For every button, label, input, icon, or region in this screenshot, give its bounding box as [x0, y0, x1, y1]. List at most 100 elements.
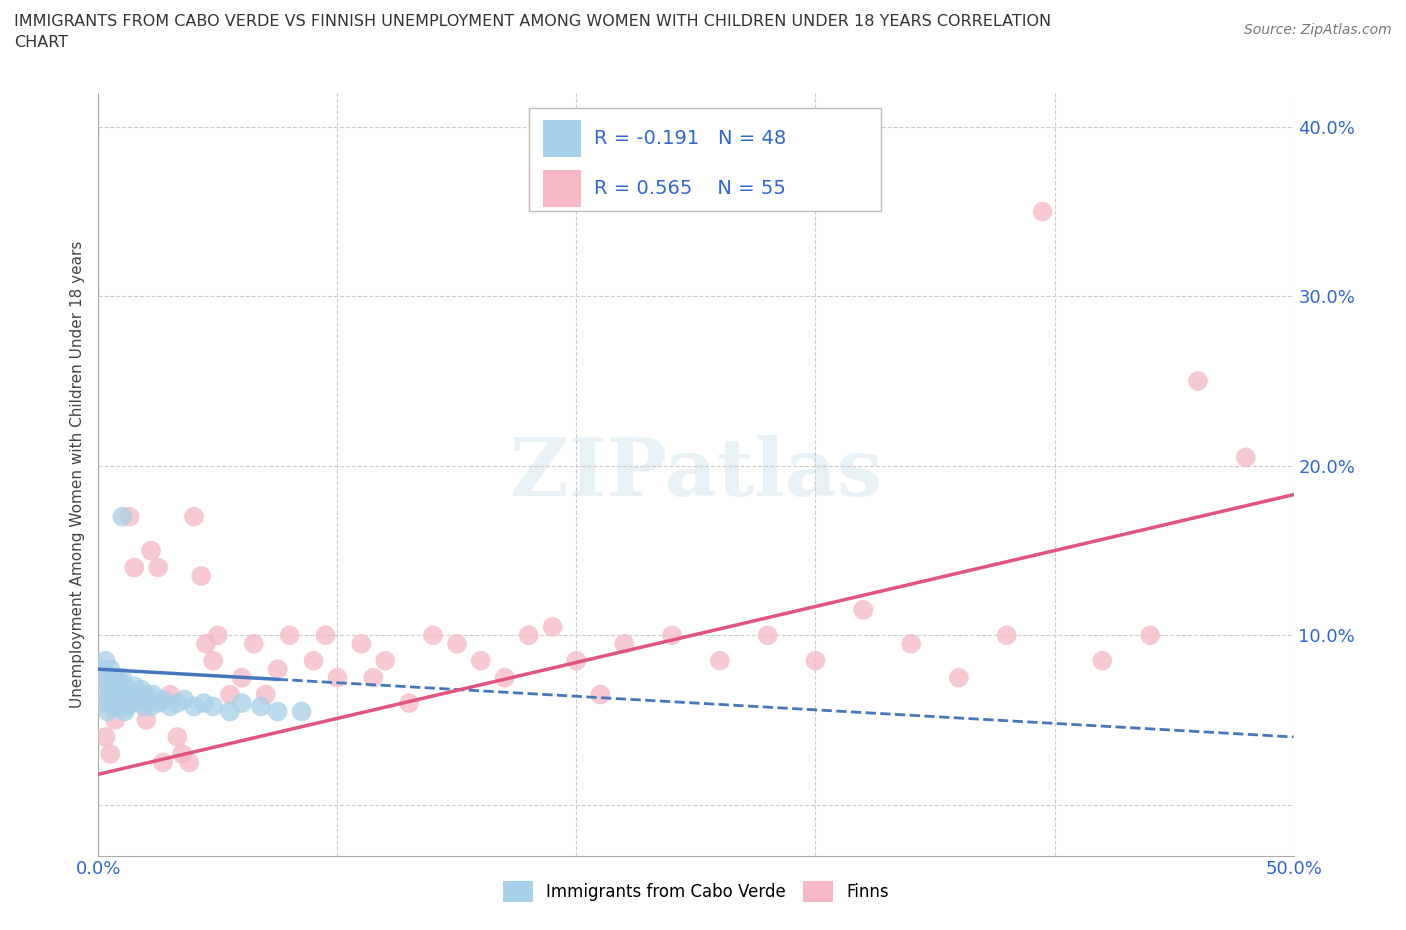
- Point: [589, 687, 612, 702]
- Point: [398, 696, 420, 711]
- Point: [374, 653, 396, 668]
- Point: [219, 687, 242, 702]
- Point: [852, 603, 875, 618]
- Bar: [543, 170, 581, 206]
- Point: [278, 628, 301, 643]
- Point: [195, 636, 218, 651]
- Y-axis label: Unemployment Among Women with Children Under 18 years: Unemployment Among Women with Children U…: [69, 241, 84, 708]
- Point: [107, 682, 129, 697]
- Point: [207, 628, 229, 643]
- Point: [541, 619, 564, 634]
- Point: [98, 662, 122, 677]
- Point: [152, 692, 174, 707]
- Point: [202, 653, 225, 668]
- Point: [1091, 653, 1114, 668]
- Point: [709, 653, 731, 668]
- Point: [494, 671, 516, 685]
- Point: [363, 671, 385, 685]
- Point: [302, 653, 325, 668]
- Point: [91, 687, 114, 702]
- Point: [243, 636, 266, 651]
- Point: [118, 510, 141, 525]
- Point: [90, 662, 112, 677]
- Point: [115, 699, 138, 714]
- Point: [108, 692, 131, 707]
- Point: [190, 568, 212, 583]
- Point: [202, 699, 225, 714]
- Point: [132, 699, 155, 714]
- FancyBboxPatch shape: [529, 108, 882, 211]
- Point: [159, 687, 181, 702]
- Text: ZIPatlas: ZIPatlas: [510, 435, 882, 513]
- Point: [114, 696, 136, 711]
- Point: [94, 653, 117, 668]
- Point: [995, 628, 1018, 643]
- Point: [142, 687, 165, 702]
- Point: [254, 687, 277, 702]
- Point: [661, 628, 683, 643]
- Point: [138, 692, 160, 707]
- Point: [152, 755, 174, 770]
- Point: [1032, 205, 1054, 219]
- Point: [101, 679, 124, 694]
- Point: [107, 699, 129, 714]
- Point: [250, 699, 273, 714]
- Point: [131, 682, 153, 697]
- Point: [111, 671, 134, 685]
- Point: [139, 543, 162, 558]
- Point: [613, 636, 636, 651]
- Text: R = 0.565    N = 55: R = 0.565 N = 55: [595, 179, 786, 198]
- Point: [111, 687, 134, 702]
- Point: [517, 628, 540, 643]
- Point: [565, 653, 588, 668]
- Point: [231, 671, 253, 685]
- Point: [97, 704, 120, 719]
- Point: [231, 696, 253, 711]
- Point: [111, 510, 134, 525]
- Point: [183, 510, 205, 525]
- Point: [422, 628, 444, 643]
- Point: [148, 696, 170, 711]
- Point: [114, 704, 136, 719]
- Point: [139, 699, 162, 714]
- Point: [1187, 374, 1209, 389]
- Point: [124, 679, 146, 694]
- Point: [97, 675, 120, 690]
- Point: [104, 692, 127, 707]
- Point: [131, 696, 153, 711]
- Point: [148, 560, 170, 575]
- Point: [166, 729, 188, 744]
- Point: [166, 696, 188, 711]
- Point: [118, 687, 141, 702]
- Point: [115, 682, 138, 697]
- Point: [183, 699, 205, 714]
- Point: [900, 636, 922, 651]
- Point: [94, 729, 117, 744]
- Point: [179, 755, 201, 770]
- Point: [948, 671, 970, 685]
- Point: [91, 671, 114, 685]
- Point: [326, 671, 349, 685]
- Point: [350, 636, 373, 651]
- Point: [267, 662, 290, 677]
- Point: [125, 687, 148, 702]
- Point: [756, 628, 779, 643]
- Point: [267, 704, 290, 719]
- Point: [98, 687, 122, 702]
- Bar: [543, 121, 581, 157]
- Text: Source: ZipAtlas.com: Source: ZipAtlas.com: [1244, 23, 1392, 37]
- Point: [219, 704, 242, 719]
- Point: [98, 747, 122, 762]
- Point: [173, 692, 195, 707]
- Point: [1234, 450, 1257, 465]
- Point: [94, 696, 117, 711]
- Point: [804, 653, 827, 668]
- Point: [135, 687, 157, 702]
- Point: [291, 704, 314, 719]
- Point: [101, 699, 124, 714]
- Point: [121, 696, 143, 711]
- Point: [470, 653, 492, 668]
- Point: [315, 628, 337, 643]
- Point: [108, 675, 131, 690]
- Point: [135, 712, 157, 727]
